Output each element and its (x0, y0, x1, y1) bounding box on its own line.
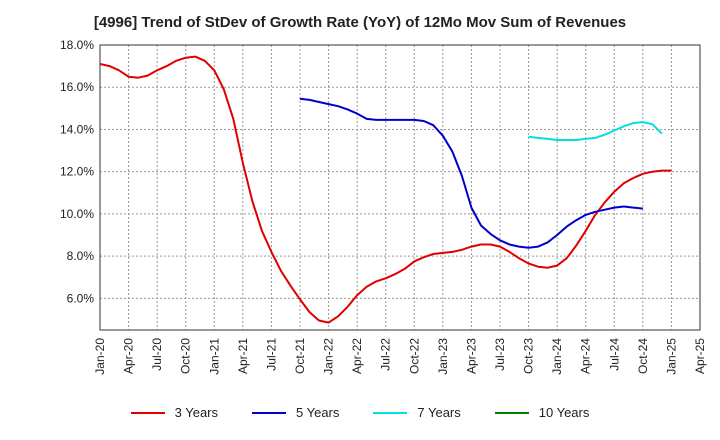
legend-label: 7 Years (417, 405, 461, 420)
legend-item: 10 Years (494, 405, 590, 420)
legend-swatch (373, 411, 408, 414)
x-tick-label: Jul-20 (150, 338, 164, 371)
x-tick-label: Apr-25 (693, 338, 707, 374)
x-tick-label: Jan-20 (93, 338, 107, 375)
x-tick-label: Oct-21 (293, 338, 307, 374)
x-tick-label: Jan-23 (436, 338, 450, 375)
y-tick-label: 14.0% (60, 122, 94, 136)
x-tick-label: Apr-24 (579, 338, 593, 374)
legend-label: 3 Years (174, 405, 218, 420)
x-tick-label: Oct-24 (636, 338, 650, 374)
x-tick-label: Apr-21 (236, 338, 250, 374)
legend-item: 7 Years (373, 405, 461, 420)
legend-item: 5 Years (252, 405, 339, 420)
legend-swatch (494, 411, 529, 414)
x-tick-label: Apr-22 (350, 338, 364, 374)
plot-frame (99, 44, 701, 331)
x-tick-label: Oct-23 (522, 338, 536, 374)
y-tick-label: 10.0% (60, 207, 94, 221)
legend-item: 3 Years (130, 405, 218, 420)
x-tick-label: Apr-20 (122, 338, 136, 374)
x-tick-label: Jan-21 (207, 338, 221, 375)
y-tick-label: 8.0% (67, 249, 95, 263)
legend-swatch (130, 411, 165, 414)
series-line-5-years (299, 97, 644, 249)
x-tick-label: Oct-22 (407, 338, 421, 374)
x-tick-label: Jan-24 (550, 338, 564, 375)
x-tick-label: Oct-20 (179, 338, 193, 374)
legend-label: 10 Years (538, 405, 590, 420)
legend: 3 Years 5 Years 7 Years 10 Years (0, 405, 720, 420)
y-tick-label: 6.0% (67, 291, 95, 305)
x-tick-label: Jul-24 (607, 338, 621, 371)
y-tick-label: 18.0% (60, 38, 94, 52)
chart-title: [4996] Trend of StDev of Growth Rate (Yo… (93, 14, 627, 31)
x-tick-label: Apr-23 (464, 338, 478, 374)
series-line-7-years (528, 121, 663, 141)
legend-label: 5 Years (296, 405, 340, 420)
y-tick-label: 16.0% (60, 80, 94, 94)
x-tick-label: Jan-22 (322, 338, 336, 375)
series-line-3-years (99, 55, 672, 324)
x-tick-label: Jul-23 (493, 338, 507, 371)
y-tick-label: 12.0% (60, 165, 94, 179)
x-tick-label: Jan-25 (664, 338, 678, 375)
x-tick-label: Jul-22 (379, 338, 393, 371)
x-tick-label: Jul-21 (264, 338, 278, 371)
legend-swatch (252, 411, 286, 414)
